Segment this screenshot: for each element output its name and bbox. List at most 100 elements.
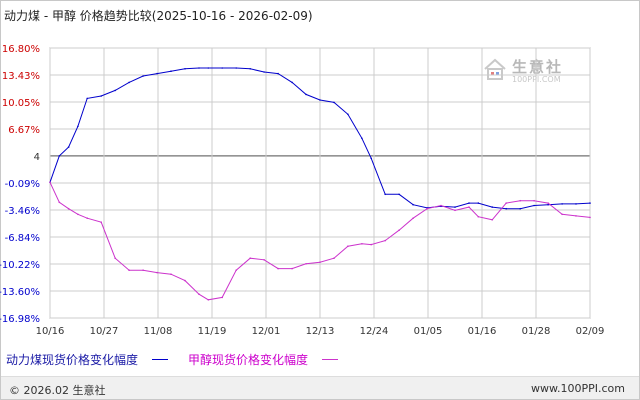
series-1-point — [86, 97, 88, 100]
series-1-point — [370, 157, 373, 160]
chart-legend: 动力煤现货价格变化幅度 甲醇现货价格变化幅度 — [6, 350, 354, 368]
series-1-point — [184, 68, 186, 70]
series-2-point — [547, 202, 549, 204]
series-2-point — [505, 202, 508, 204]
series-2-point — [67, 207, 70, 210]
series-2-point — [100, 221, 102, 223]
watermark-text: 生意社 — [512, 58, 564, 76]
footer-bar: © 2026.02 生意社 www.100PPI.com — [1, 376, 639, 399]
series-1-point — [263, 71, 265, 73]
x-tick-label: 12/24 — [360, 326, 389, 337]
series-2-point — [58, 201, 61, 204]
x-tick-label: 10/16 — [36, 326, 65, 337]
series-1-point — [412, 203, 414, 206]
series-2-point — [198, 293, 200, 296]
house-icon — [484, 58, 506, 80]
series-1-point — [505, 207, 508, 210]
series-1-point — [468, 202, 470, 204]
series-1-point — [249, 68, 251, 70]
series-1-point — [305, 93, 307, 96]
series-2-point — [114, 257, 116, 260]
x-tick-label: 12/13 — [306, 326, 335, 337]
series-1-point — [454, 206, 456, 208]
series-2-point — [361, 243, 363, 245]
legend-swatch-series-1 — [152, 358, 169, 360]
series-2-point — [249, 257, 251, 260]
series-2-point — [561, 213, 563, 216]
legend-label-series-1: 动力煤现货价格变化幅度 — [6, 352, 139, 367]
footer-site-link[interactable]: www.100PPI.com — [531, 382, 625, 395]
series-1-point — [575, 203, 577, 205]
series-1-point — [235, 67, 237, 69]
y-tick-label: 4 — [34, 152, 40, 163]
series-2-point — [128, 269, 130, 272]
series-2-point — [426, 207, 428, 210]
x-tick-label: 12/01 — [252, 326, 281, 337]
series-1-point — [114, 89, 116, 92]
series-2-point — [184, 279, 186, 282]
series-1-point — [491, 206, 494, 208]
series-2-point — [370, 243, 373, 246]
y-tick-label: -10.22% — [0, 260, 40, 271]
series-1-point — [156, 72, 158, 75]
y-tick-label: -6.84% — [5, 233, 40, 244]
x-tick-label: 01/05 — [414, 326, 443, 337]
x-tick-label: 01/28 — [522, 326, 551, 337]
y-tick-label: 13.43% — [2, 71, 40, 82]
y-tick-label: -0.09% — [5, 179, 40, 190]
series-2-point — [291, 267, 293, 270]
series-1-point — [589, 202, 591, 204]
legend-swatch-series-2 — [322, 358, 339, 360]
series-2-point — [207, 299, 210, 301]
series-1-point — [333, 101, 335, 104]
series-2-point — [454, 209, 456, 212]
x-tick-label: 02/09 — [576, 326, 605, 337]
series-1-point — [58, 155, 61, 157]
series-1-point — [533, 204, 535, 207]
series-2-point — [235, 269, 237, 272]
y-tick-label: -13.60% — [0, 287, 40, 298]
series-2-point — [263, 259, 265, 261]
series-2-point — [468, 206, 470, 208]
x-tick-label: 01/16 — [468, 326, 497, 337]
series-2-point — [333, 257, 335, 260]
series-2-point — [319, 261, 321, 264]
series-1-point — [142, 75, 144, 77]
series-1-point — [398, 193, 400, 196]
series-2-point — [491, 219, 494, 221]
series-1-point — [347, 113, 349, 116]
series-2-point — [305, 263, 307, 265]
series-1-point — [128, 81, 130, 84]
series-2-point — [277, 267, 279, 270]
y-tick-label: 10.05% — [2, 98, 40, 109]
series-2-point — [49, 181, 51, 184]
y-tick-label: -3.46% — [5, 206, 40, 217]
series-1-point — [221, 67, 223, 69]
series-2-point — [170, 273, 172, 276]
series-1-point — [277, 72, 279, 75]
series-2-point — [384, 239, 387, 242]
series-1-point — [77, 125, 79, 128]
y-tick-label: 16.80% — [2, 44, 40, 55]
series-1-point — [519, 207, 521, 210]
x-tick-label: 11/19 — [198, 326, 227, 337]
x-tick-label: 11/08 — [144, 326, 173, 337]
series-1-point — [207, 67, 210, 69]
series-2-point — [398, 229, 400, 231]
series-1-point — [361, 137, 363, 140]
series-2-point — [589, 216, 591, 219]
x-tick-label: 10/27 — [90, 326, 119, 337]
chart-title: 动力煤 - 甲醇 价格趋势比较(2025-10-16 - 2026-02-09) — [4, 9, 313, 23]
series-1-point — [170, 70, 172, 72]
y-tick-label: -16.98% — [0, 314, 40, 325]
series-1-point — [384, 193, 387, 196]
series-2-point — [575, 215, 577, 217]
series-2-point — [221, 296, 223, 299]
series-1-point — [547, 203, 549, 206]
series-2-point — [412, 217, 414, 219]
series-2-point — [477, 215, 480, 218]
series-2-point — [142, 269, 144, 272]
y-tick-label: 6.67% — [8, 125, 40, 136]
series-2-point — [519, 199, 521, 202]
